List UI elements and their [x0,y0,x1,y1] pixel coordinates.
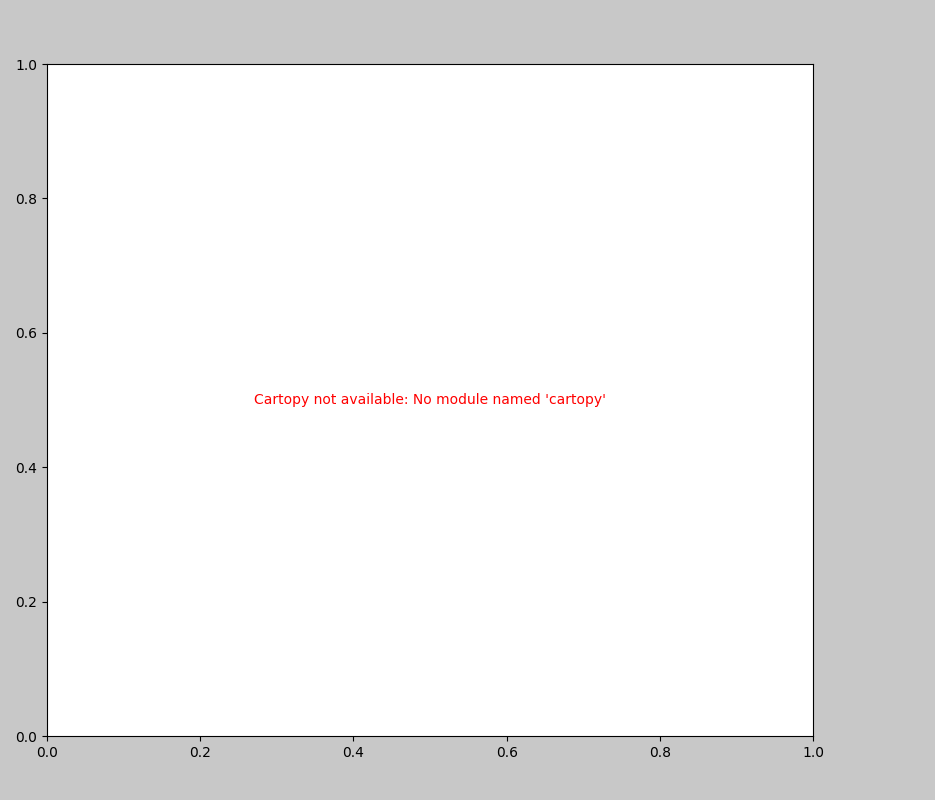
Text: Cartopy not available: No module named 'cartopy': Cartopy not available: No module named '… [254,393,606,407]
